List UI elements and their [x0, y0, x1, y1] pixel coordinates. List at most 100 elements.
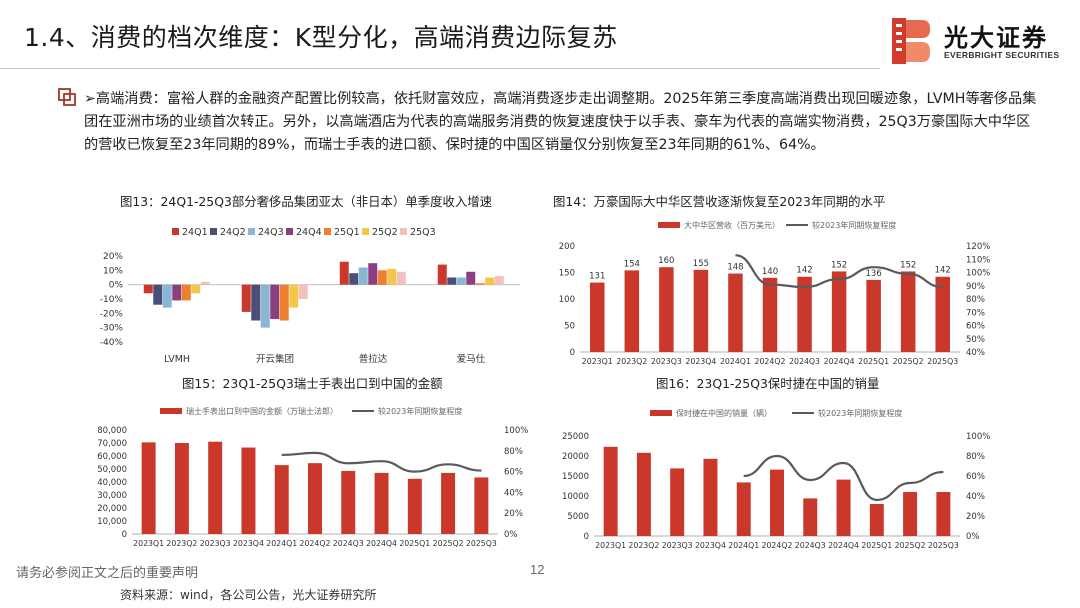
- title-divider: [0, 68, 880, 69]
- legend-swatch-24Q1: [172, 228, 179, 235]
- bar-2025Q1: [869, 504, 884, 536]
- bar-data-label: 152: [900, 260, 916, 270]
- x-category-label: 2024Q1: [266, 539, 297, 548]
- legend-swatch-24Q3: [248, 228, 255, 235]
- y-left-tick-label: 100: [559, 295, 575, 305]
- bar-2023Q4: [703, 458, 718, 536]
- legend-label-line: 较2023年同期恢复程度: [378, 406, 462, 416]
- x-category-label: LVMH: [164, 354, 190, 365]
- bar-data-label: 142: [796, 266, 812, 276]
- y-tick-label: 0%: [109, 281, 124, 291]
- bar-2023Q1: [141, 442, 156, 534]
- fig13-title: 图13：24Q1-25Q3部分奢侈品集团亚太（非日本）单季度收入增速: [120, 194, 493, 209]
- y-left-tick-label: 50: [564, 322, 575, 332]
- legend-label-24Q1: 24Q1: [182, 227, 208, 238]
- x-category-label: 2025Q1: [399, 539, 430, 548]
- bar-2023Q2: [174, 443, 189, 534]
- x-category-label: 2024Q1: [728, 541, 759, 550]
- y-right-tick-label: 0%: [504, 530, 518, 540]
- bar-data-label: 131: [589, 272, 605, 282]
- x-category-label: 2023Q2: [616, 357, 647, 366]
- x-category-label: 2023Q3: [200, 539, 231, 548]
- bar-24Q1: [241, 284, 251, 312]
- bar-2025Q2: [441, 472, 456, 534]
- bar-25Q1: [181, 284, 191, 301]
- y-tick-label: -40%: [100, 338, 124, 348]
- y-tick-label: -20%: [100, 309, 124, 319]
- y-right-tick-label: 100%: [966, 269, 990, 279]
- legend-label-24Q2: 24Q2: [220, 227, 246, 238]
- legend-swatch-bar: [658, 222, 680, 228]
- bar-2025Q3: [936, 492, 951, 536]
- bar-2023Q4: [693, 269, 709, 352]
- y-left-tick-label: 70,000: [97, 439, 127, 449]
- x-category-label: 2024Q4: [828, 541, 859, 550]
- y-right-tick-label: 80%: [966, 452, 985, 462]
- bar-data-label: 155: [693, 259, 709, 269]
- y-right-tick-label: 90%: [966, 282, 985, 292]
- bar-24Q3: [162, 284, 172, 308]
- bar-24Q4: [466, 271, 476, 285]
- bar-data-label: 160: [658, 256, 674, 266]
- x-category-label: 2025Q3: [928, 541, 959, 550]
- x-category-label: 2023Q1: [133, 539, 164, 548]
- bar-25Q3: [494, 276, 504, 285]
- page-title: 1.4、消费的档次维度：K型分化，高端消费边际复苏: [24, 23, 618, 52]
- bar-2024Q3: [341, 470, 356, 534]
- bar-25Q1: [475, 283, 485, 285]
- bar-25Q1: [377, 270, 387, 285]
- x-category-label: 2024Q2: [300, 539, 331, 548]
- legend-swatch-25Q3: [400, 228, 407, 235]
- x-category-label: 2024Q2: [755, 357, 786, 366]
- y-right-tick-label: 100%: [966, 432, 990, 442]
- y-right-tick-label: 40%: [504, 488, 523, 498]
- fig16-chart: 保时捷在中国的销量（辆） 较2023年同期恢复程度 25000 20000 15000 1…: [562, 408, 990, 550]
- bar-24Q3: [358, 267, 368, 285]
- bar-24Q3: [456, 277, 466, 285]
- bar-24Q4: [368, 263, 378, 285]
- bar-data-label: 154: [624, 259, 640, 269]
- x-category-label: 2023Q2: [166, 539, 197, 548]
- legend-swatch-24Q2: [210, 228, 217, 235]
- x-category-label: 2023Q4: [695, 541, 726, 550]
- fig15-chart: 瑞士手表出口到中国的金额（万瑞士法郎） 较2023年同期恢复程度 80,000 70,…: [97, 406, 528, 548]
- bar-25Q2: [289, 284, 299, 308]
- fig15-title: 图15：23Q1-25Q3瑞士手表出口到中国的金额: [182, 376, 443, 391]
- fig14-chart: 大中华区营收（百万美元） 较2023年同期恢复程度 200 150 100 50 0 120%…: [559, 220, 991, 366]
- recovery-line: [743, 454, 944, 502]
- y-tick-label: -30%: [100, 324, 124, 334]
- bar-2024Q2: [762, 277, 778, 352]
- logo-chinese-name: 光大证券: [944, 24, 1048, 52]
- bar-2025Q2: [903, 492, 918, 536]
- legend-label-line: 较2023年同期恢复程度: [812, 220, 896, 230]
- bar-2024Q2: [308, 463, 322, 534]
- legend-label-25Q3: 25Q3: [410, 227, 436, 238]
- legend-label-bar: 保时捷在中国的销量（辆）: [676, 408, 772, 418]
- bar-data-label: 142: [935, 266, 951, 276]
- recovery-line: [281, 451, 482, 473]
- bar-25Q3: [298, 284, 308, 299]
- recovery-line: [735, 254, 943, 289]
- legend-label-25Q2: 25Q2: [372, 227, 398, 238]
- fig16-title: 图16：23Q1-25Q3保时捷在中国的销量: [656, 376, 880, 391]
- page-number: 12: [530, 562, 545, 577]
- y-right-tick-label: 40%: [966, 348, 985, 358]
- legend-swatch-25Q2: [362, 228, 369, 235]
- logo-english-name: EVERBRIGHT SECURITIES: [944, 50, 1060, 60]
- legend-label-bar: 大中华区营收（百万美元）: [684, 220, 780, 230]
- bar-2025Q1: [407, 478, 422, 534]
- x-category-label: 2024Q3: [333, 539, 364, 548]
- y-right-tick-label: 110%: [966, 255, 990, 265]
- bar-2023Q4: [241, 447, 256, 534]
- x-category-label: 2025Q3: [466, 539, 497, 548]
- bar-2024Q4: [831, 271, 847, 352]
- x-category-label: 2025Q3: [927, 357, 958, 366]
- legend-swatch-25Q1: [324, 228, 331, 235]
- legend-swatch-bar: [650, 410, 672, 416]
- y-left-tick-label: 25000: [562, 432, 589, 442]
- fig13-chart: 24Q1 24Q2 24Q3 24Q4 25Q1 25Q2 25Q3 20% 10% 0% -10%…: [100, 227, 520, 365]
- x-category-label: 普拉达: [359, 353, 388, 365]
- bar-2025Q1: [866, 279, 881, 352]
- bar-24Q1: [339, 261, 349, 285]
- x-category-label: 2025Q2: [895, 541, 926, 550]
